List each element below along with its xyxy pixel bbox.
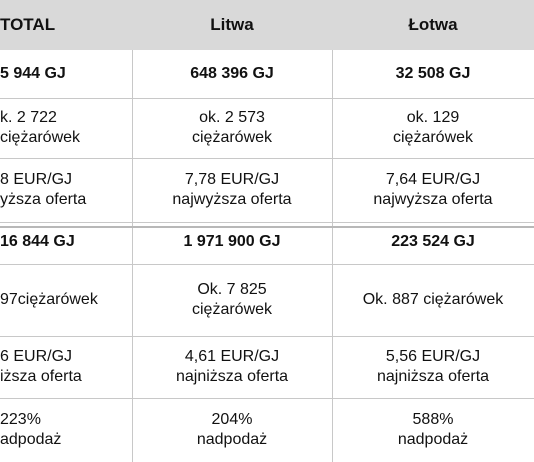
table-cell: 97ciężarówek bbox=[0, 291, 98, 308]
section-divider bbox=[0, 226, 534, 228]
table-cell: 5 944 GJ bbox=[0, 65, 66, 82]
table-cell: 7,78 EUR/GJ najwyższa oferta bbox=[172, 171, 292, 208]
table-cell: k. 2 722 ciężarówek bbox=[0, 109, 81, 146]
row-divider bbox=[0, 98, 534, 99]
table-cell: 223% adpodaż bbox=[0, 411, 62, 448]
table-header: TOTAL Litwa Łotwa bbox=[0, 0, 534, 50]
table-cell: 1 971 900 GJ bbox=[183, 233, 281, 250]
table-cell: Ok. 7 825 ciężarówek bbox=[191, 281, 273, 318]
table-row: 16 844 GJ 1 971 900 GJ 223 524 GJ bbox=[0, 224, 534, 264]
table-cell: ok. 2 573 ciężarówek bbox=[191, 109, 273, 146]
table-cell: 5,56 EUR/GJ najniższa oferta bbox=[376, 348, 490, 385]
table-row: 8 EUR/GJ yższa oferta 7,78 EUR/GJ najwyższ… bbox=[0, 158, 534, 222]
table-row: 97ciężarówek Ok. 7 825 ciężarówek Ok. 887… bbox=[0, 264, 534, 336]
row-divider bbox=[0, 398, 534, 399]
row-divider bbox=[0, 222, 534, 223]
header-cell-total: TOTAL bbox=[0, 15, 56, 34]
header-cell-lithuania: Litwa bbox=[210, 15, 254, 34]
table-cell: 4,61 EUR/GJ najniższa oferta bbox=[175, 348, 289, 385]
table-row: 5 944 GJ 648 396 GJ 32 508 GJ bbox=[0, 50, 534, 98]
header-cell-latvia: Łotwa bbox=[408, 15, 458, 34]
table-cell: 16 844 GJ bbox=[0, 233, 75, 250]
table-cell: 588% nadpodaż bbox=[397, 411, 469, 448]
table-cell: 204% nadpodaż bbox=[196, 411, 268, 448]
table-cell: 7,64 EUR/GJ najwyższa oferta bbox=[373, 171, 493, 208]
table-cell: 648 396 GJ bbox=[190, 65, 274, 82]
table-cell: 6 EUR/GJ iższa oferta bbox=[0, 348, 82, 385]
row-divider bbox=[0, 264, 534, 265]
table-cell: Ok. 887 ciężarówek bbox=[362, 291, 504, 308]
table-cell: 32 508 GJ bbox=[395, 65, 471, 82]
table-row: k. 2 722 ciężarówek ok. 2 573 ciężarówek o… bbox=[0, 98, 534, 158]
table-cell: 8 EUR/GJ yższa oferta bbox=[0, 171, 87, 208]
column-divider bbox=[332, 50, 333, 462]
table-cell: 223 524 GJ bbox=[391, 233, 475, 250]
column-divider bbox=[132, 50, 133, 462]
table-row: 6 EUR/GJ iższa oferta 4,61 EUR/GJ najniższ… bbox=[0, 336, 534, 398]
row-divider bbox=[0, 336, 534, 337]
row-divider bbox=[0, 158, 534, 159]
table-cell: ok. 129 ciężarówek bbox=[392, 109, 474, 146]
table-row: 223% adpodaż 204% nadpodaż 588% nadpodaż bbox=[0, 398, 534, 462]
